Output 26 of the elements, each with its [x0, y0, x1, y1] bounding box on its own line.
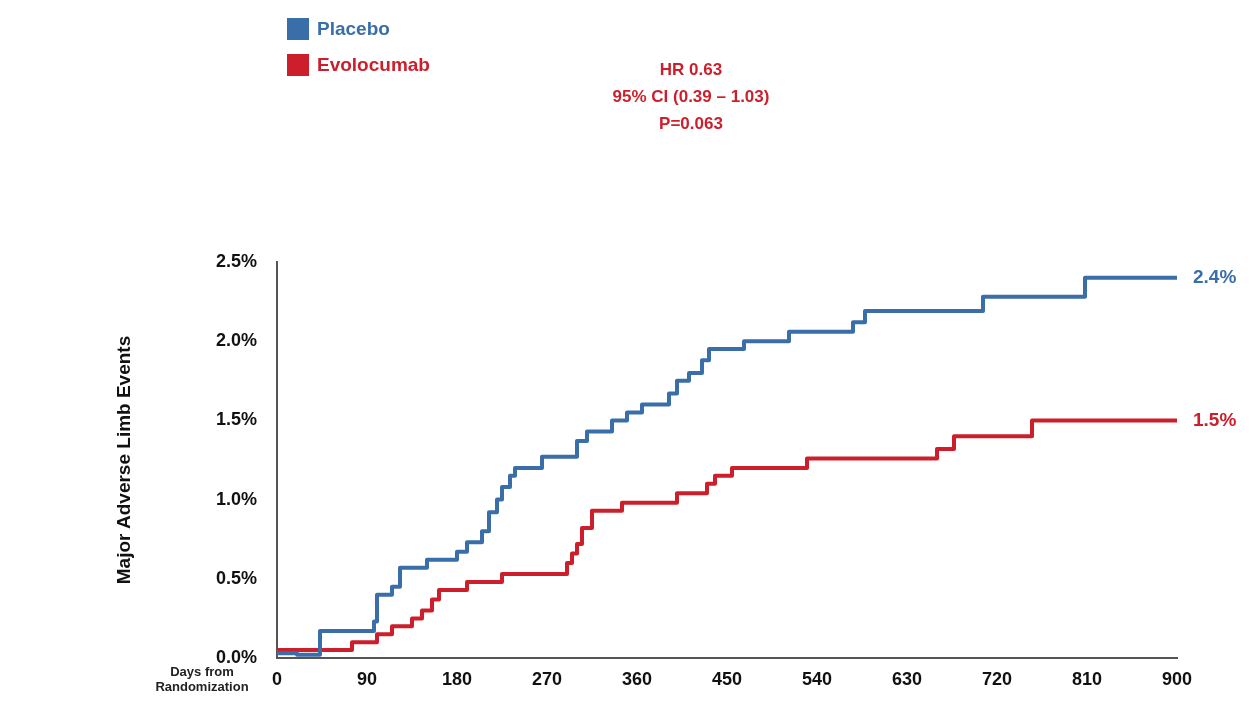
x-tick-label: 450 — [711, 668, 743, 689]
y-tick-label: 0.5% — [215, 567, 257, 588]
x-axis-title: Days from Randomization — [155, 664, 249, 695]
legend-label: Evolocumab — [317, 54, 430, 76]
text: P=0.063 — [659, 113, 723, 133]
x-tick-label: 360 — [621, 668, 653, 689]
x-tick-label: 720 — [981, 668, 1013, 689]
y-axis-title: Major Adverse Limb Events — [112, 335, 134, 585]
x-tick-label: 540 — [801, 668, 833, 689]
x-tick-label: 900 — [1161, 668, 1193, 689]
x-tick-label: 180 — [441, 668, 473, 689]
y-tick-label: 1.0% — [215, 488, 257, 509]
text: HR 0.63 — [659, 59, 723, 79]
y-tick-label: 2.5% — [215, 250, 257, 271]
x-tick-label: 810 — [1071, 668, 1103, 689]
y-tick-label: 2.0% — [215, 330, 257, 351]
legend-label: Placebo — [317, 18, 390, 40]
x-tick-label: 270 — [531, 668, 563, 689]
x-tick-label: 630 — [891, 668, 923, 689]
y-tick-label: 1.5% — [215, 409, 257, 430]
annotation: 1.5% — [1193, 408, 1237, 430]
x-tick-label: 90 — [356, 668, 378, 689]
x-tick-label: 0 — [271, 668, 283, 689]
annotation: 2.4% — [1193, 266, 1237, 288]
text: 95% CI (0.39 – 1.03) — [612, 86, 770, 106]
y-tick-label: 0.0% — [215, 646, 257, 667]
